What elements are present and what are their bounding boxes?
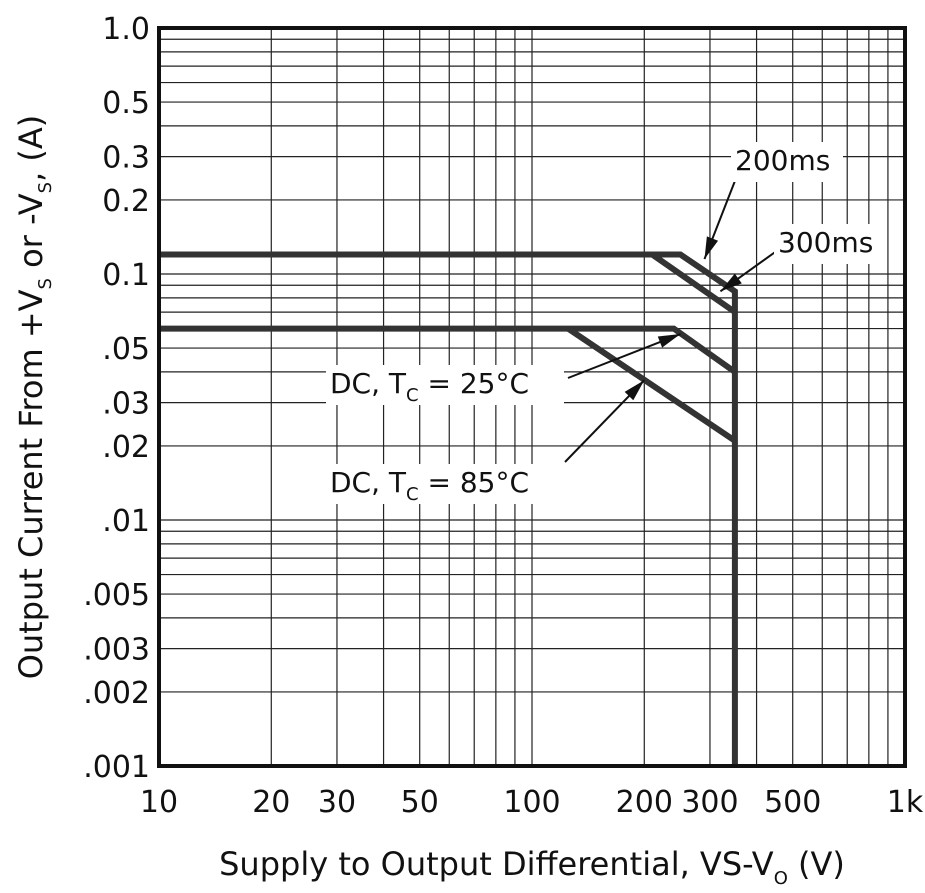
series-line-2	[650, 252, 737, 315]
y-tick-label: 0.3	[102, 141, 150, 176]
series-line-1	[159, 251, 738, 766]
x-tick-label: 500	[764, 785, 821, 820]
y-tick-label: 0.5	[102, 86, 150, 121]
x-tick-label: 30	[318, 785, 356, 820]
annotation-label: 200ms	[735, 144, 830, 177]
annotation-arrowhead	[657, 334, 681, 348]
annotation-label-bg	[731, 142, 843, 182]
y-tick-label: .005	[83, 578, 150, 613]
annotation-label: DC, TC = 25°C	[330, 367, 529, 406]
annotations: 200ms 300ms DC, TC = 25°C DC, TC = 85°C	[326, 142, 886, 505]
y-tick-label: 0.2	[102, 184, 150, 219]
annotation-label-bg	[326, 365, 564, 405]
x-tick-label: 1k	[887, 785, 924, 820]
y-tick-label: .003	[83, 633, 150, 668]
y-tick-label: .01	[102, 504, 150, 539]
x-tick-label: 300	[681, 785, 738, 820]
data-series	[159, 251, 738, 766]
annotation-label-bg	[774, 224, 886, 264]
annotation-label: 300ms	[778, 226, 873, 259]
plot-frame	[157, 26, 907, 768]
series-line-4	[566, 326, 737, 444]
y-tick-label: .03	[102, 387, 150, 422]
x-axis-title: Supply to Output Differential, VS-VO (V)	[219, 845, 845, 889]
y-tick-label: 1.0	[102, 12, 150, 47]
series-line-3	[159, 325, 737, 375]
x-tick-label: 20	[252, 785, 290, 820]
y-tick-label: .001	[83, 750, 150, 785]
annotation-arrowhead	[720, 273, 742, 292]
tick-labels: 10 20 30 50 100 200 300 500 1k 1.0 0.5 0.3 0.2 0.1 .05…	[83, 12, 924, 820]
annotation-label-bg	[326, 464, 564, 504]
x-tick-label: 50	[401, 785, 439, 820]
y-axis-title: Output Current From +VS or -VS, (A)	[12, 115, 56, 680]
y-tick-label: .002	[83, 676, 150, 711]
x-tick-label: 200	[616, 785, 673, 820]
x-tick-label: 10	[140, 785, 178, 820]
y-tick-label: .02	[102, 430, 150, 465]
annotation-arrowhead	[704, 236, 719, 260]
y-tick-label: 0.1	[102, 258, 150, 293]
annotation-arrowhead	[624, 380, 645, 401]
x-tick-label: 100	[503, 785, 560, 820]
y-tick-label: .05	[102, 332, 150, 367]
annotation-label: DC, TC = 85°C	[330, 466, 529, 505]
